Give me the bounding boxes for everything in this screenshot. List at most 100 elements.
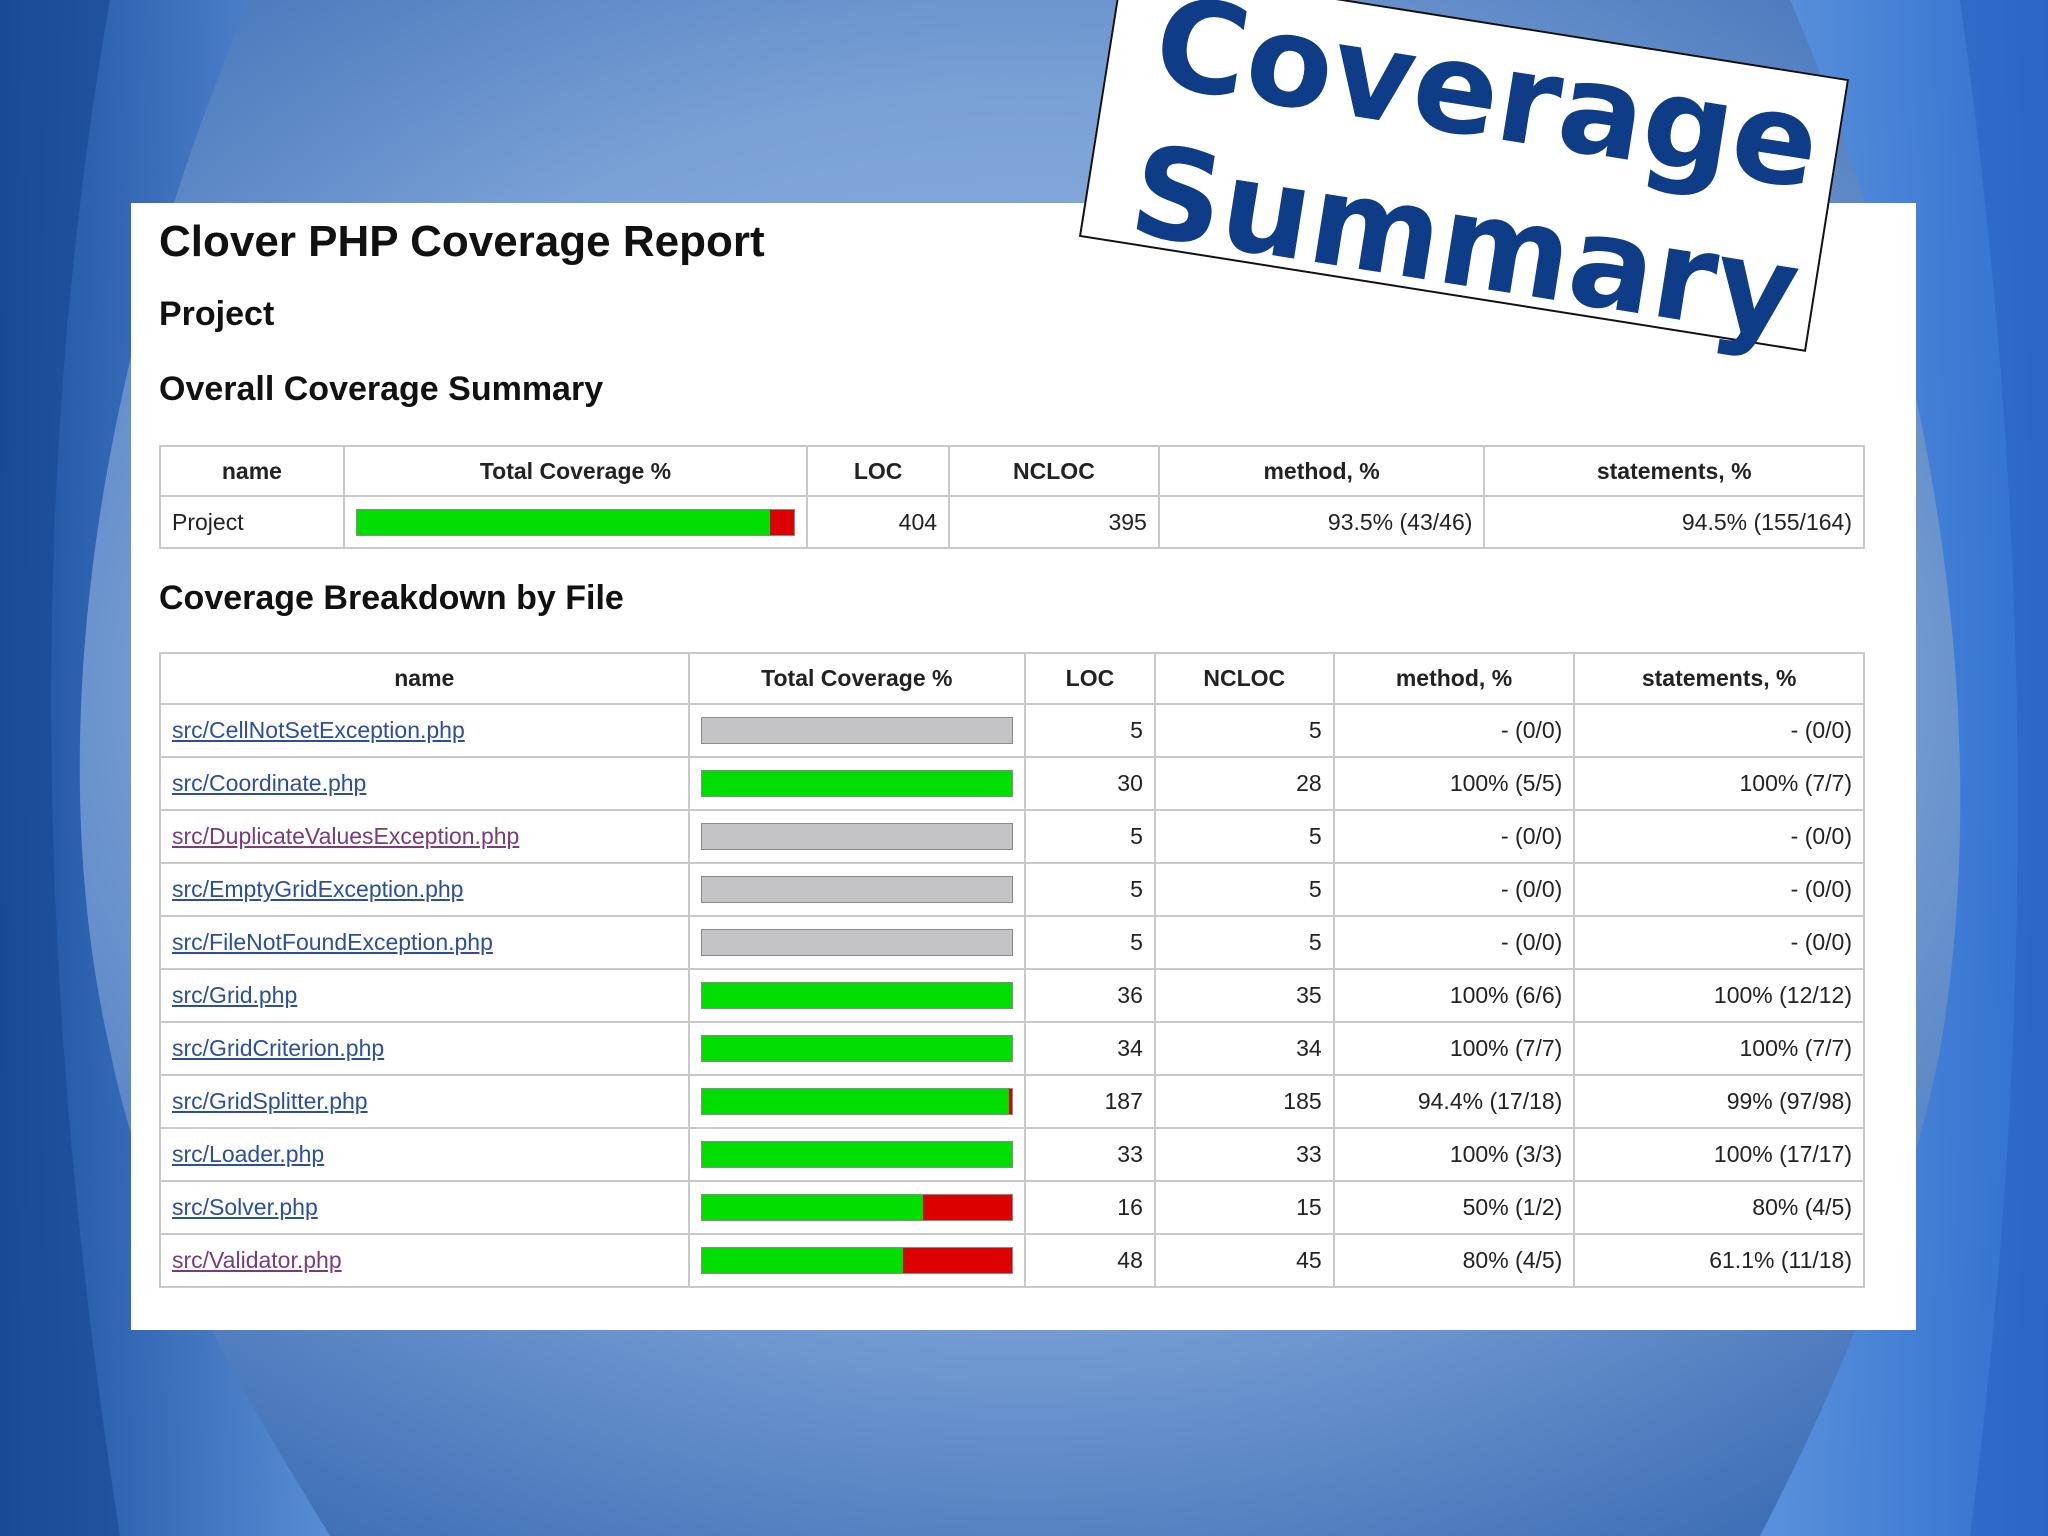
file-name-cell: src/Solver.php	[159, 1180, 690, 1235]
project-loc-cell: 404	[806, 495, 951, 549]
column-header-loc[interactable]: LOC	[806, 445, 951, 497]
file-breakdown-table: name Total Coverage % LOC NCLOC method, …	[159, 652, 1865, 1288]
table-row: src/EmptyGridException.php 5 5- (0/0) - (0/…	[159, 862, 1865, 917]
coverage-bar-uncovered	[923, 1195, 1013, 1220]
file-statements-cell: - (0/0)	[1573, 809, 1865, 864]
column-header-total-coverage[interactable]: Total Coverage %	[342, 445, 809, 497]
coverage-bar	[355, 508, 796, 536]
table-row: src/Coordinate.php 30 28 100% (5/5) 100% (7/…	[159, 756, 1865, 811]
file-statements-cell: 100% (12/12)	[1573, 968, 1865, 1023]
file-name-cell: src/Loader.php	[159, 1127, 690, 1182]
file-link[interactable]: src/FileNotFoundException.php	[172, 929, 493, 955]
file-loc-cell: 5	[1024, 703, 1156, 758]
coverage-bar	[700, 1247, 1014, 1274]
coverage-bar	[700, 1088, 1014, 1115]
files-header-row: name Total Coverage % LOC NCLOC method, …	[159, 652, 1865, 705]
coverage-bar-covered	[701, 983, 1013, 1008]
coverage-bar	[700, 770, 1014, 797]
file-method-cell: 100% (7/7)	[1332, 1021, 1576, 1076]
coverage-bar-covered	[701, 1142, 1013, 1167]
report-title: Clover PHP Coverage Report	[159, 217, 765, 266]
file-ncloc-cell: 34	[1153, 1021, 1335, 1076]
table-row: src/Solver.php 16 15 50% (1/2) 80% (4/5)	[159, 1180, 1865, 1235]
file-link[interactable]: src/Coordinate.php	[172, 770, 367, 796]
coverage-bar	[700, 1194, 1014, 1221]
breakdown-heading: Coverage Breakdown by File	[159, 579, 624, 617]
file-name-cell: src/CellNotSetException.php	[159, 703, 690, 758]
file-statements-cell: 100% (7/7)	[1573, 1021, 1865, 1076]
file-link[interactable]: src/Loader.php	[172, 1141, 325, 1167]
file-loc-cell: 5	[1024, 915, 1156, 970]
file-method-cell: 100% (3/3)	[1332, 1127, 1576, 1182]
file-method-cell: 94.4% (17/18)	[1332, 1074, 1576, 1129]
file-method-cell: 80% (4/5)	[1332, 1233, 1576, 1288]
table-row: src/Grid.php 36 35 100% (6/6) 100% (12/12)	[159, 968, 1865, 1023]
project-heading: Project	[159, 295, 275, 333]
coverage-bar	[700, 982, 1014, 1009]
coverage-bar	[700, 717, 1014, 744]
table-row: src/DuplicateValuesException.php 5 5- (0/0…	[159, 809, 1865, 864]
file-statements-cell: - (0/0)	[1573, 862, 1865, 917]
file-name-cell: src/EmptyGridException.php	[159, 862, 690, 917]
column-header-ncloc[interactable]: NCLOC	[1153, 652, 1335, 705]
file-coverage-cell	[687, 1021, 1027, 1076]
file-method-cell: - (0/0)	[1332, 862, 1576, 917]
column-header-loc[interactable]: LOC	[1024, 652, 1156, 705]
file-name-cell: src/DuplicateValuesException.php	[159, 809, 690, 864]
overall-summary-table: name Total Coverage % LOC NCLOC method, …	[159, 445, 1865, 549]
file-link[interactable]: src/Validator.php	[172, 1247, 342, 1273]
file-method-cell: 100% (6/6)	[1332, 968, 1576, 1023]
column-header-name[interactable]: name	[159, 652, 690, 705]
column-header-name[interactable]: name	[159, 445, 345, 497]
file-ncloc-cell: 45	[1153, 1233, 1335, 1288]
file-statements-cell: 100% (17/17)	[1573, 1127, 1865, 1182]
coverage-bar-uncovered	[903, 1248, 1013, 1273]
file-name-cell: src/GridSplitter.php	[159, 1074, 690, 1129]
file-ncloc-cell: 35	[1153, 968, 1335, 1023]
file-method-cell: - (0/0)	[1332, 915, 1576, 970]
column-header-total-coverage[interactable]: Total Coverage %	[687, 652, 1027, 705]
file-method-cell: - (0/0)	[1332, 703, 1576, 758]
coverage-bar-uncovered	[770, 509, 795, 535]
column-header-statements[interactable]: statements, %	[1573, 652, 1865, 705]
table-row: src/Validator.php 48 45 80% (4/5) 61.1% (11/…	[159, 1233, 1865, 1288]
file-ncloc-cell: 5	[1153, 915, 1335, 970]
file-link[interactable]: src/DuplicateValuesException.php	[172, 823, 520, 849]
file-loc-cell: 5	[1024, 809, 1156, 864]
file-coverage-cell	[687, 1233, 1027, 1288]
file-link[interactable]: src/GridSplitter.php	[172, 1088, 368, 1114]
table-row: src/GridSplitter.php 187 185 94.4% (17/18) 9…	[159, 1074, 1865, 1129]
coverage-bar	[700, 823, 1014, 850]
file-link[interactable]: src/EmptyGridException.php	[172, 876, 464, 902]
file-loc-cell: 33	[1024, 1127, 1156, 1182]
column-header-statements[interactable]: statements, %	[1483, 445, 1865, 497]
coverage-bar-covered	[701, 1195, 924, 1220]
file-name-cell: src/Grid.php	[159, 968, 690, 1023]
column-header-ncloc[interactable]: NCLOC	[948, 445, 1160, 497]
file-loc-cell: 48	[1024, 1233, 1156, 1288]
file-name-cell: src/Coordinate.php	[159, 756, 690, 811]
file-statements-cell: 99% (97/98)	[1573, 1074, 1865, 1129]
file-loc-cell: 36	[1024, 968, 1156, 1023]
column-header-method[interactable]: method, %	[1157, 445, 1486, 497]
file-ncloc-cell: 5	[1153, 703, 1335, 758]
file-ncloc-cell: 28	[1153, 756, 1335, 811]
file-link[interactable]: src/GridCriterion.php	[172, 1035, 385, 1061]
file-link[interactable]: src/Solver.php	[172, 1194, 318, 1220]
file-loc-cell: 187	[1024, 1074, 1156, 1129]
file-name-cell: src/FileNotFoundException.php	[159, 915, 690, 970]
file-ncloc-cell: 15	[1153, 1180, 1335, 1235]
file-link[interactable]: src/CellNotSetException.php	[172, 717, 465, 743]
project-statements-cell: 94.5% (155/164)	[1483, 495, 1865, 549]
file-statements-cell: - (0/0)	[1573, 915, 1865, 970]
file-method-cell: 50% (1/2)	[1332, 1180, 1576, 1235]
file-ncloc-cell: 33	[1153, 1127, 1335, 1182]
file-name-cell: src/Validator.php	[159, 1233, 690, 1288]
file-link[interactable]: src/Grid.php	[172, 982, 298, 1008]
coverage-bar	[700, 929, 1014, 956]
column-header-method[interactable]: method, %	[1332, 652, 1576, 705]
file-statements-cell: 61.1% (11/18)	[1573, 1233, 1865, 1288]
file-statements-cell: 100% (7/7)	[1573, 756, 1865, 811]
table-row: src/CellNotSetException.php 5 5- (0/0) - (0…	[159, 703, 1865, 758]
overall-summary-heading: Overall Coverage Summary	[159, 370, 604, 408]
